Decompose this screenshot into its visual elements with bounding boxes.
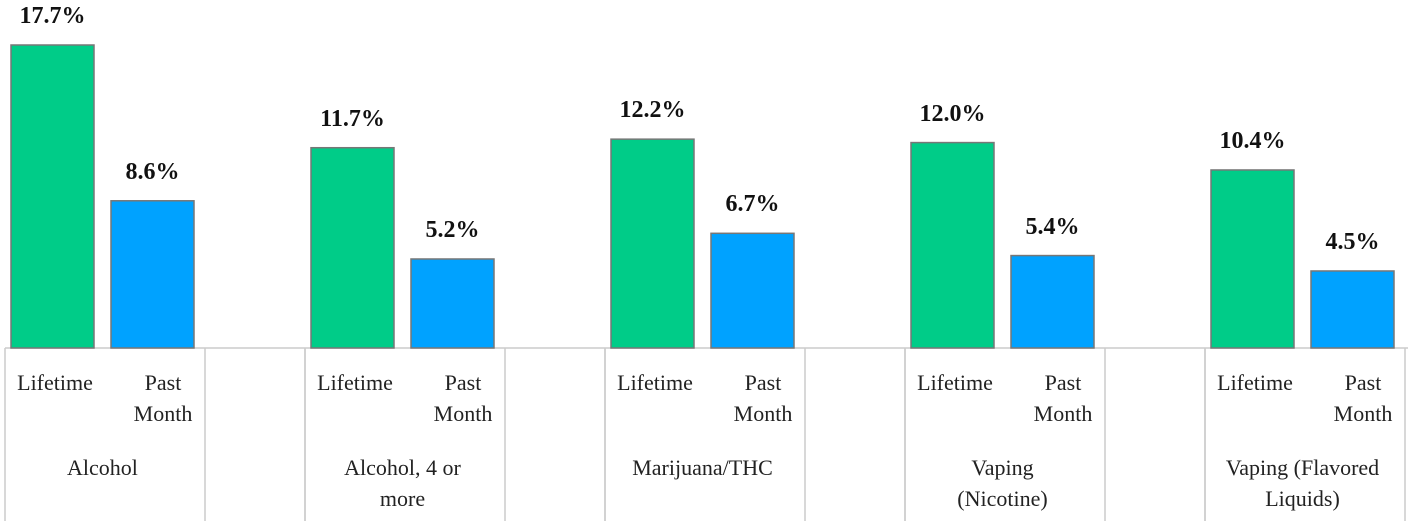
series-label: Lifetime (317, 370, 393, 395)
value-label: 4.5% (1325, 228, 1380, 255)
category-label: Vaping (Nicotine) (957, 455, 1048, 511)
value-label: 12.0% (919, 100, 986, 127)
series-label: Past Month (733, 370, 793, 426)
bar (710, 232, 795, 349)
series-label: Lifetime (917, 370, 993, 395)
series-label: Past Month (1333, 370, 1393, 426)
bar (110, 200, 195, 349)
bar (10, 44, 95, 349)
value-label: 17.7% (19, 3, 86, 29)
bar (410, 258, 495, 349)
series-label: Lifetime (17, 370, 93, 395)
value-label: 11.7% (320, 105, 385, 132)
category-label: Alcohol, 4 or more (344, 455, 461, 511)
bar (910, 141, 995, 349)
bar (1010, 254, 1095, 349)
series-label: Lifetime (1217, 370, 1293, 395)
series-label: Past Month (1033, 370, 1093, 426)
bar (310, 146, 395, 349)
value-label: 8.6% (125, 158, 180, 185)
bar (1310, 270, 1395, 349)
series-label: Past Month (133, 370, 193, 426)
category-label: Vaping (Flavored Liquids) (1225, 455, 1380, 511)
category-label: Alcohol (67, 455, 138, 480)
value-label: 12.2% (619, 97, 686, 124)
category-label: Marijuana/THC (632, 455, 773, 480)
bar (1210, 169, 1295, 349)
series-label: Lifetime (617, 370, 693, 395)
bar (610, 138, 695, 349)
value-label: 5.2% (425, 216, 480, 243)
value-label: 10.4% (1219, 127, 1286, 154)
series-label: Past Month (433, 370, 493, 426)
value-label: 6.7% (725, 191, 780, 218)
value-label: 5.4% (1025, 213, 1080, 240)
